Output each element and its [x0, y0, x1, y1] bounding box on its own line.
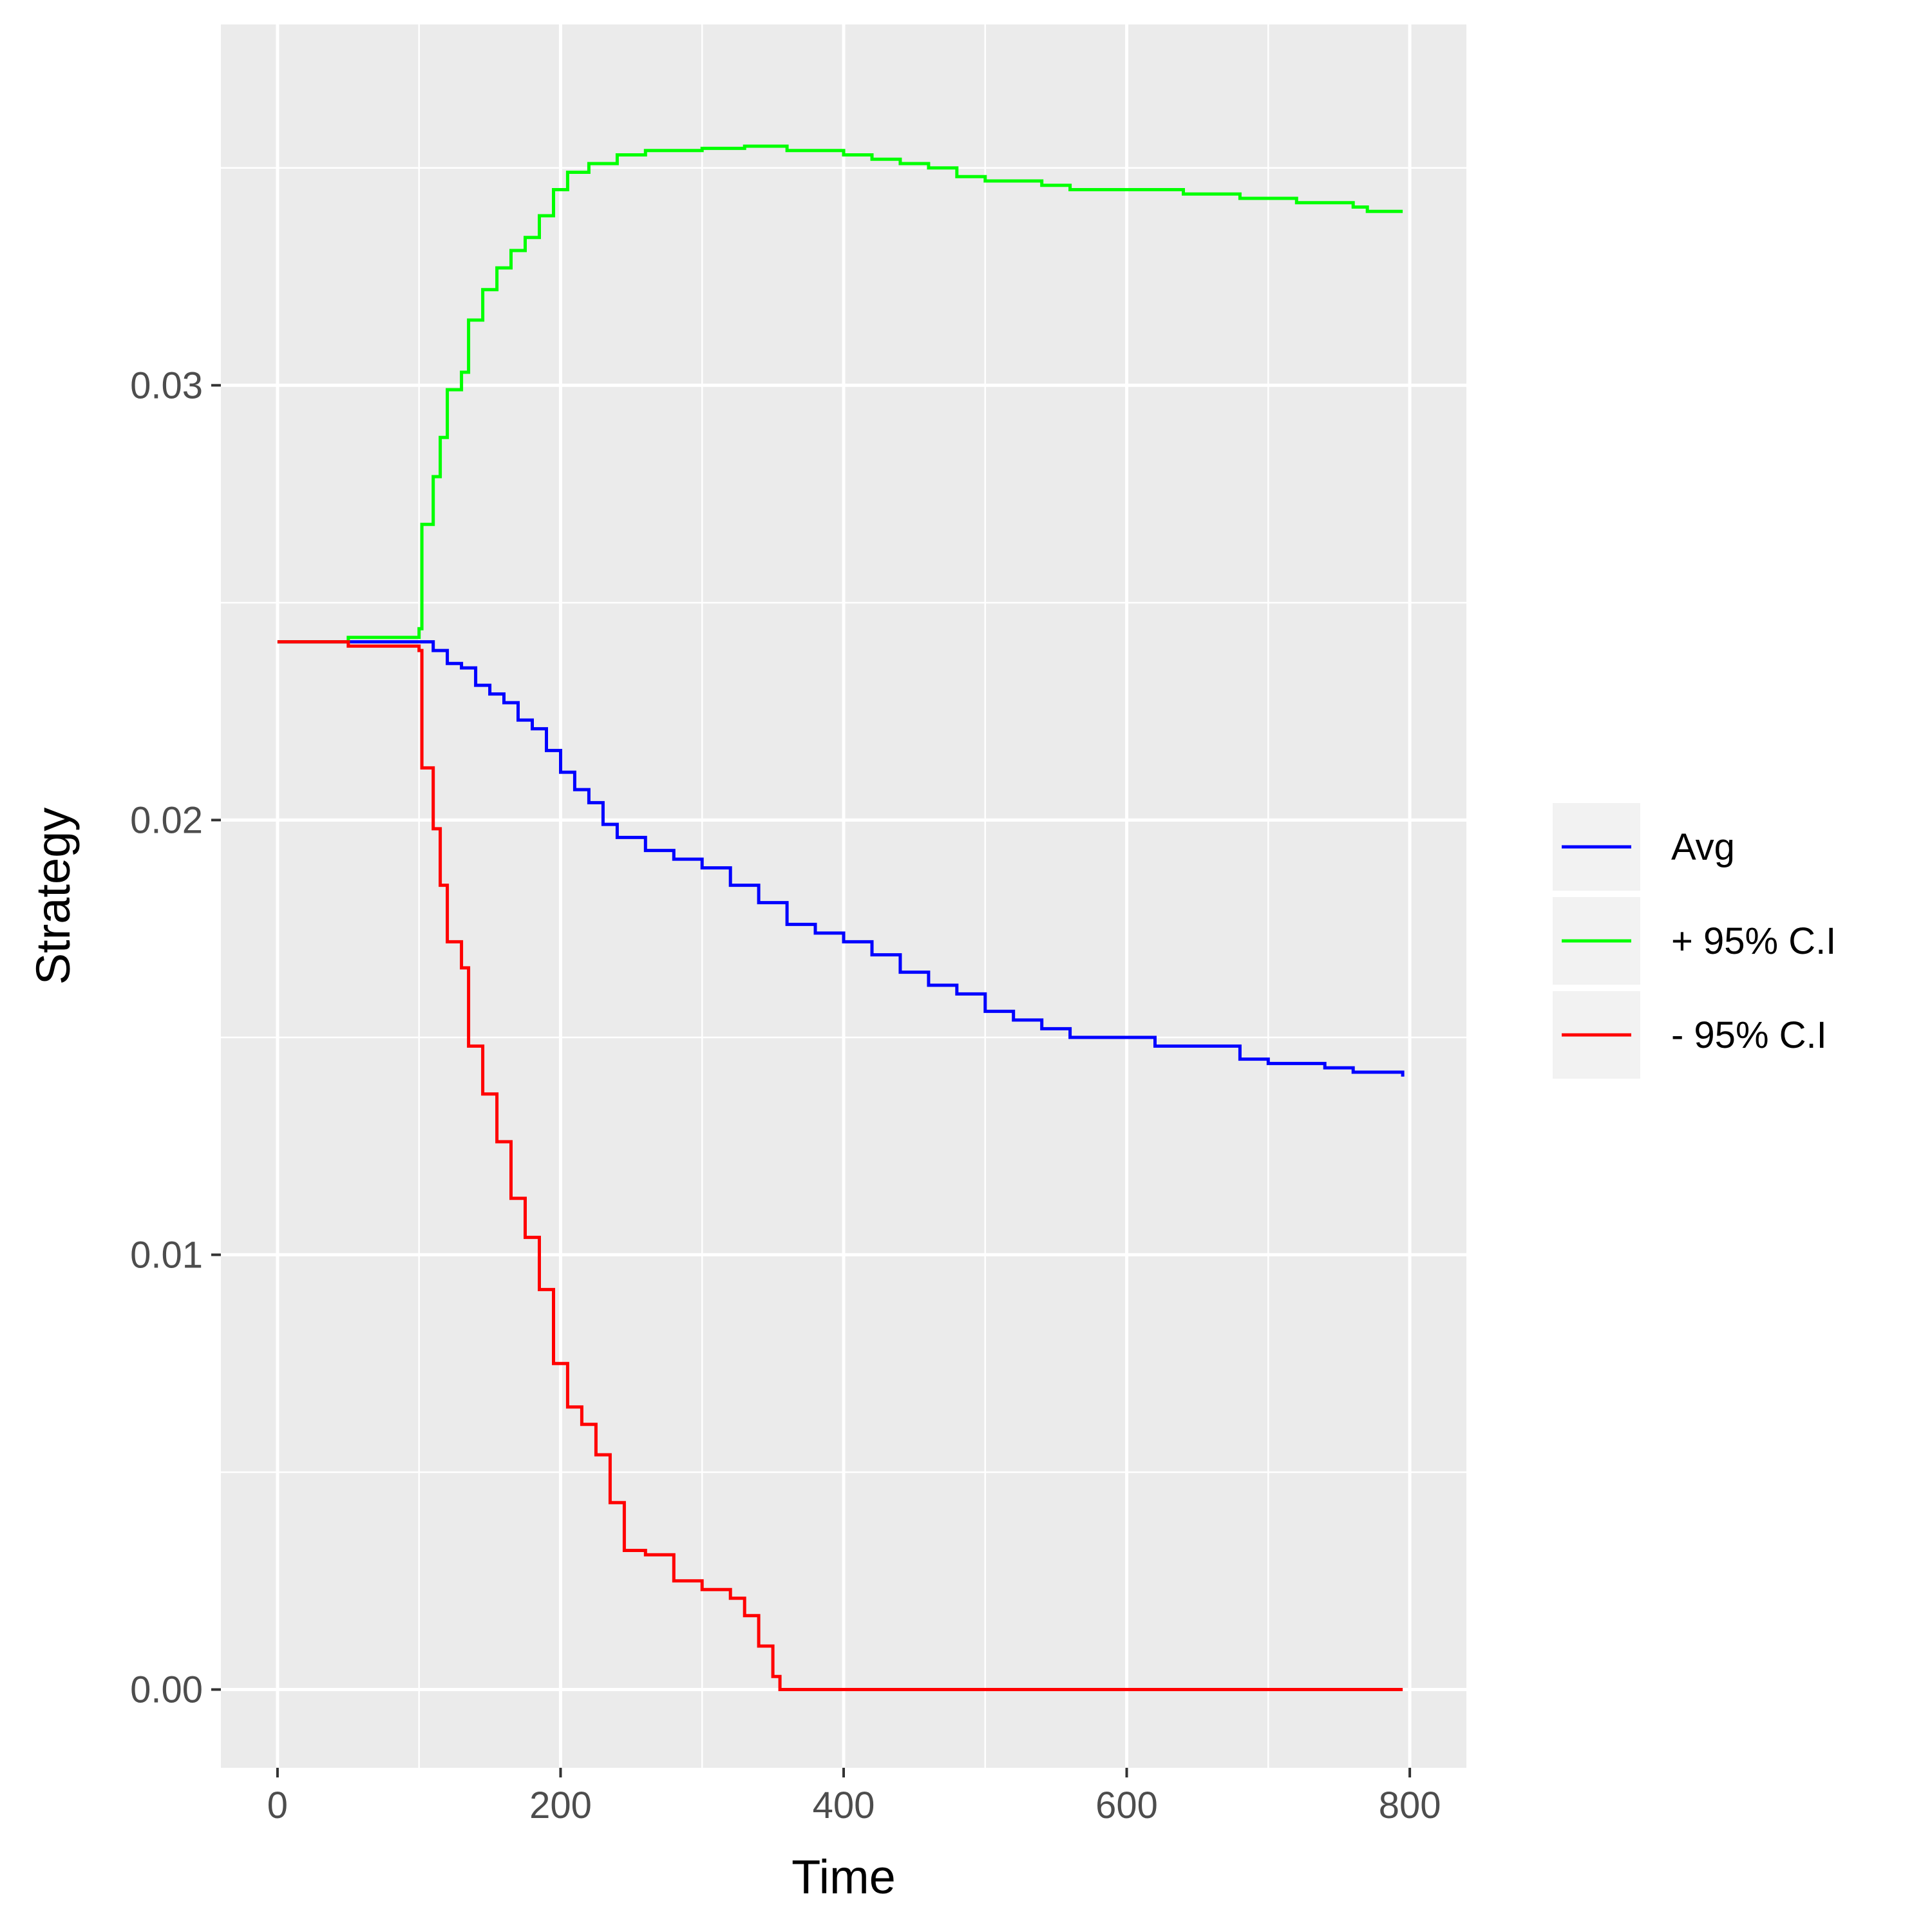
x-tick-label: 0 — [267, 1785, 288, 1826]
series-line-2 — [277, 640, 1403, 1691]
x-tick-label: 600 — [1095, 1785, 1158, 1826]
y-tick-label: 0.01 — [130, 1234, 203, 1276]
x-tick-label: 200 — [529, 1785, 592, 1826]
y-tick-label: 0.03 — [130, 365, 203, 406]
y-axis: 0.00 0.01 0.02 0.03 — [130, 365, 221, 1710]
series-line-0 — [277, 640, 1405, 1077]
x-tick-label: 400 — [813, 1785, 875, 1826]
x-tick-label: 800 — [1379, 1785, 1441, 1826]
y-tick-label: 0.00 — [130, 1669, 203, 1710]
series-line-1 — [277, 144, 1403, 644]
series-lines — [277, 144, 1405, 1691]
y-tick-label: 0.02 — [130, 799, 203, 841]
legend-label-1: + 95% C.I — [1671, 920, 1836, 962]
y-axis-title: Strategy — [26, 808, 80, 985]
x-axis: 0 200 400 600 800 — [267, 1768, 1441, 1826]
legend-label-0: Avg — [1671, 826, 1735, 868]
legend: Avg + 95% C.I - 95% C.I — [1553, 803, 1836, 1079]
legend-label-2: - 95% C.I — [1671, 1014, 1827, 1056]
x-axis-title: Time — [791, 1850, 896, 1904]
